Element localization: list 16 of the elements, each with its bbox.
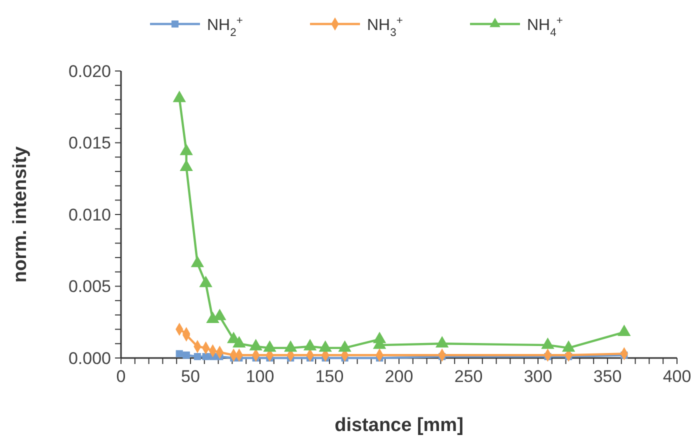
- x-tick-label: 250: [454, 367, 483, 386]
- x-tick-label: 100: [246, 367, 274, 386]
- y-axis-title: norm. intensity: [10, 146, 31, 283]
- y-tick-label: 0.005: [68, 277, 111, 296]
- x-tick-label: 300: [524, 367, 552, 386]
- y-tick-label: 0.010: [68, 205, 111, 224]
- x-tick-label: 350: [593, 367, 622, 386]
- x-tick-label: 0: [116, 367, 126, 386]
- y-tick-label: 0.020: [68, 62, 111, 81]
- x-tick-label: 50: [181, 367, 200, 386]
- x-tick-label: 200: [384, 367, 414, 386]
- x-tick-label: 150: [315, 367, 344, 386]
- x-tick-label: 400: [662, 367, 692, 386]
- x-axis-title: distance [mm]: [334, 415, 464, 436]
- y-tick-label: 0.000: [68, 348, 111, 368]
- y-tick-label: 0.015: [68, 134, 111, 153]
